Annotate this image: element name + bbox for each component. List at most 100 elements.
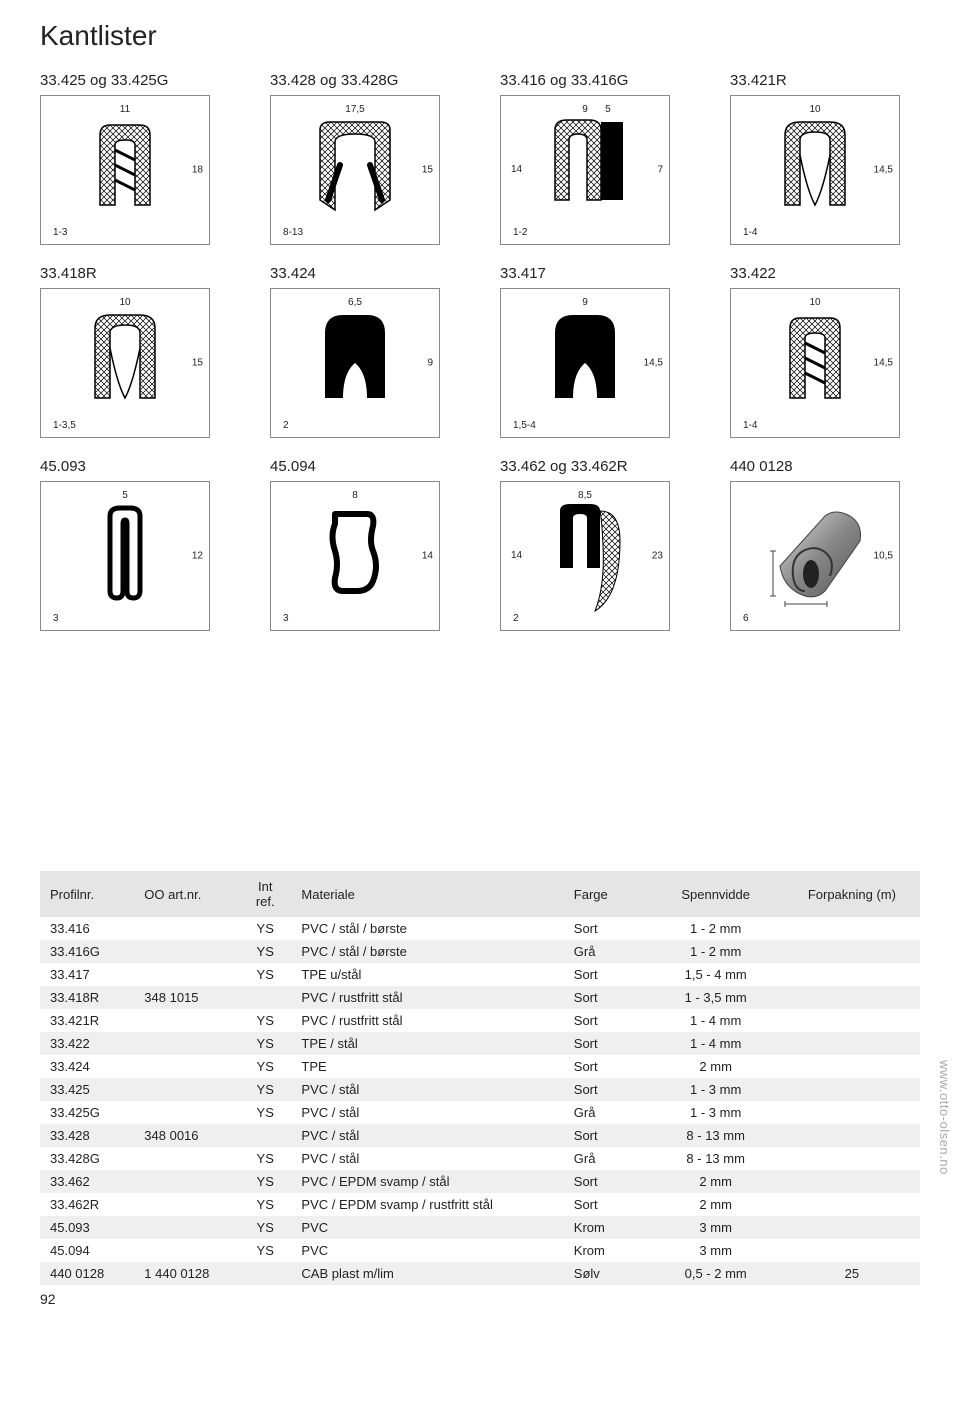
table-cell: YS: [239, 1032, 291, 1055]
dim-bl: 2: [283, 420, 289, 431]
table-header: Profilnr.: [40, 871, 134, 917]
dim-bl: 3: [283, 613, 289, 624]
dim-top: 6,5: [348, 297, 362, 308]
side-url: www.otto-olsen.no: [937, 1060, 952, 1175]
table-cell: [784, 963, 920, 986]
dim-bl: 1-4: [743, 227, 757, 238]
table-cell: 33.416G: [40, 940, 134, 963]
table-cell: 1 - 2 mm: [648, 917, 784, 940]
table-cell: YS: [239, 1170, 291, 1193]
table-cell: [784, 1009, 920, 1032]
table-row: 440 01281 440 0128CAB plast m/limSølv0,5…: [40, 1262, 920, 1285]
dim-right: 18: [192, 165, 203, 176]
figure-cell: 440 0128 10,56: [730, 458, 920, 631]
table-cell: YS: [239, 1193, 291, 1216]
table-cell: TPE: [291, 1055, 563, 1078]
dim-bl: 1-4: [743, 420, 757, 431]
dim-right: 15: [422, 165, 433, 176]
table-cell: Sort: [564, 1078, 648, 1101]
table-cell: PVC / stål: [291, 1124, 563, 1147]
dim-top: 5: [122, 490, 128, 501]
dim-bl: 3: [53, 613, 59, 624]
table-cell: PVC / EPDM svamp / stål: [291, 1170, 563, 1193]
figure-cell: 33.428 og 33.428G 17,5158-13: [270, 72, 460, 245]
table-cell: 1 - 3 mm: [648, 1078, 784, 1101]
table-row: 33.422YSTPE / stålSort1 - 4 mm: [40, 1032, 920, 1055]
table-cell: [134, 1239, 239, 1262]
table-header: Spennvidde: [648, 871, 784, 917]
figure-box: 9571-214: [500, 95, 670, 245]
table-cell: 33.428: [40, 1124, 134, 1147]
table-header: Intref.: [239, 871, 291, 917]
dim-top: 10: [809, 297, 820, 308]
figure-box: 11181-3: [40, 95, 210, 245]
table-cell: PVC / stål / børste: [291, 917, 563, 940]
table-row: 33.421RYSPVC / rustfritt stålSort1 - 4 m…: [40, 1009, 920, 1032]
table-cell: 1 - 4 mm: [648, 1009, 784, 1032]
table-cell: PVC: [291, 1239, 563, 1262]
table-cell: TPE / stål: [291, 1032, 563, 1055]
dim-right: 14,5: [874, 165, 893, 176]
table-cell: 348 0016: [134, 1124, 239, 1147]
table-cell: 0,5 - 2 mm: [648, 1262, 784, 1285]
dim-top: 9: [582, 297, 588, 308]
table-cell: 1,5 - 4 mm: [648, 963, 784, 986]
table-cell: PVC / stål / børste: [291, 940, 563, 963]
dim-top: 10: [119, 297, 130, 308]
table-cell: [784, 1101, 920, 1124]
figure-box: 6,592: [270, 288, 440, 438]
table-cell: 33.428G: [40, 1147, 134, 1170]
table-cell: Sort: [564, 917, 648, 940]
table-cell: PVC: [291, 1216, 563, 1239]
page-title: Kantlister: [40, 20, 920, 52]
dim-top: 9: [582, 104, 588, 115]
table-cell: 45.093: [40, 1216, 134, 1239]
table-cell: Sølv: [564, 1262, 648, 1285]
table-row: 33.416YSPVC / stål / børsteSort1 - 2 mm: [40, 917, 920, 940]
table-cell: 33.425: [40, 1078, 134, 1101]
table-cell: [784, 1216, 920, 1239]
dim-right: 12: [192, 551, 203, 562]
table-cell: [134, 963, 239, 986]
table-cell: YS: [239, 1101, 291, 1124]
table-cell: 25: [784, 1262, 920, 1285]
figure-label: 33.424: [270, 265, 460, 282]
dim-top: 10: [809, 104, 820, 115]
dim-right: 7: [657, 165, 663, 176]
table-cell: YS: [239, 963, 291, 986]
figure-label: 33.422: [730, 265, 920, 282]
dim-bl: 8-13: [283, 227, 303, 238]
table-cell: Sort: [564, 1009, 648, 1032]
table-cell: 33.421R: [40, 1009, 134, 1032]
product-table: Profilnr.OO art.nr.Intref.MaterialeFarge…: [40, 871, 920, 1285]
table-cell: Grå: [564, 940, 648, 963]
figure-box: 8143: [270, 481, 440, 631]
table-cell: 33.422: [40, 1032, 134, 1055]
table-cell: Sort: [564, 986, 648, 1009]
table-row: 33.424YSTPESort2 mm: [40, 1055, 920, 1078]
figure-cell: 33.422 1014,51-4: [730, 265, 920, 438]
table-cell: [784, 940, 920, 963]
table-cell: [134, 1032, 239, 1055]
figure-label: 33.462 og 33.462R: [500, 458, 690, 475]
table-cell: [784, 1032, 920, 1055]
figure-label: 33.417: [500, 265, 690, 282]
table-cell: Sort: [564, 1032, 648, 1055]
table-cell: CAB plast m/lim: [291, 1262, 563, 1285]
table-cell: [784, 1124, 920, 1147]
dim-bl: 1,5-4: [513, 420, 536, 431]
table-cell: [784, 1170, 920, 1193]
table-cell: 45.094: [40, 1239, 134, 1262]
table-header: Forpakning (m): [784, 871, 920, 917]
dim-bl: 1-3,5: [53, 420, 76, 431]
table-cell: [134, 1170, 239, 1193]
table-cell: [239, 986, 291, 1009]
table-cell: 33.462: [40, 1170, 134, 1193]
table-cell: [134, 1147, 239, 1170]
figure-cell: 33.425 og 33.425G 11181-3: [40, 72, 230, 245]
table-cell: [134, 1055, 239, 1078]
table-row: 33.462YSPVC / EPDM svamp / stålSort2 mm: [40, 1170, 920, 1193]
table-cell: [784, 1055, 920, 1078]
table-cell: 33.416: [40, 917, 134, 940]
figure-label: 45.093: [40, 458, 230, 475]
